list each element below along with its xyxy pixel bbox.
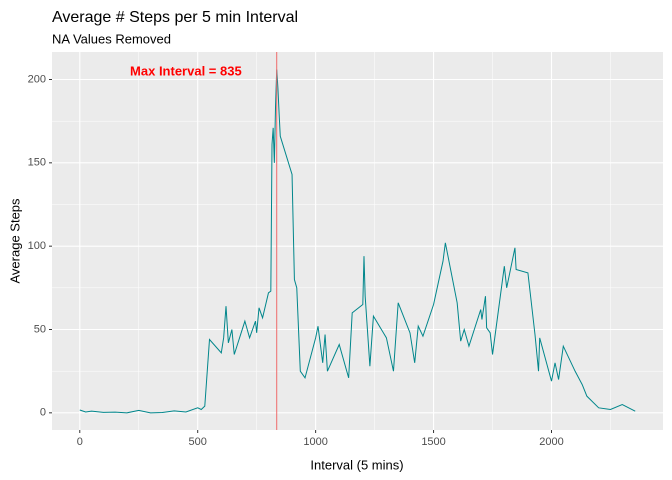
- y-tick-label: 150: [28, 157, 46, 169]
- chart-subtitle: NA Values Removed: [52, 31, 171, 46]
- plot-panel: [52, 52, 663, 430]
- x-tick-label: 1500: [421, 436, 445, 448]
- y-tick-label: 200: [28, 73, 46, 85]
- y-tick-label: 50: [34, 323, 46, 335]
- y-axis-label: Average Steps: [7, 198, 22, 284]
- x-tick-label: 0: [77, 436, 83, 448]
- y-tick-label: 100: [28, 240, 46, 252]
- x-tick-label: 500: [189, 436, 207, 448]
- annotation: Max Interval = 835: [130, 63, 242, 78]
- x-tick-label: 1000: [303, 436, 327, 448]
- y-tick-label: 0: [40, 407, 46, 419]
- chart-title: Average # Steps per 5 min Interval: [52, 9, 298, 26]
- x-tick-label: 2000: [539, 436, 563, 448]
- x-axis-label: Interval (5 mins): [310, 457, 403, 472]
- data-line: [79, 69, 636, 414]
